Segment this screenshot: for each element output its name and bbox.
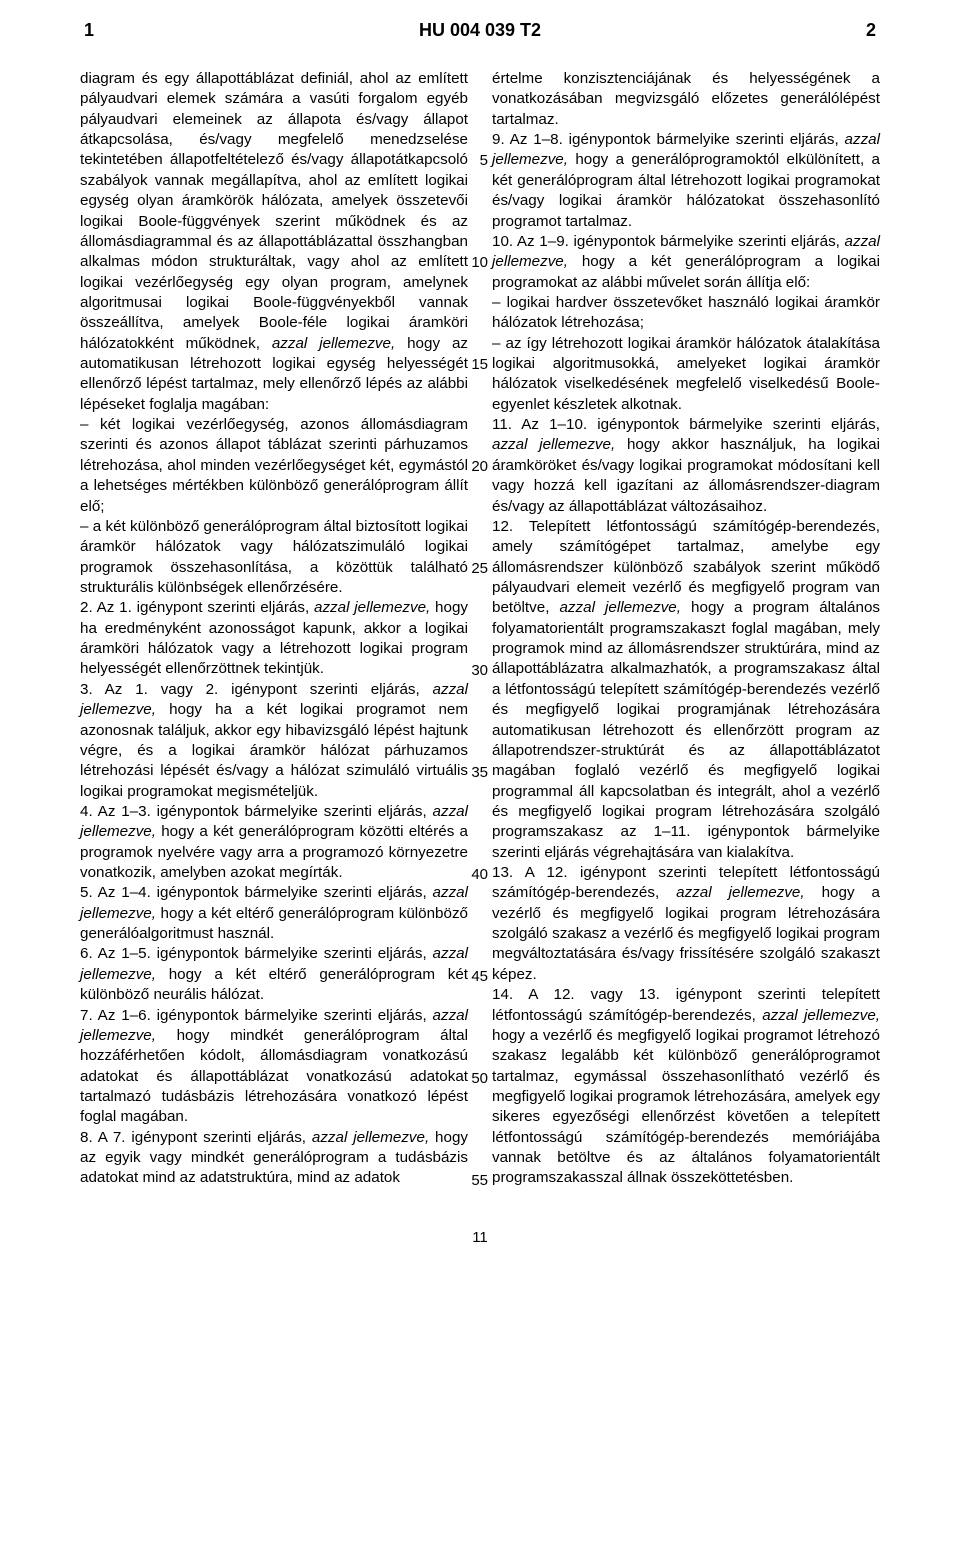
line-number: 40: [471, 865, 488, 885]
line-number: 25: [471, 559, 488, 579]
line-number: 50: [471, 1069, 488, 1089]
header-right-number: 2: [866, 20, 876, 41]
line-number: 55: [471, 1171, 488, 1191]
page-number-footer: 11: [80, 1229, 880, 1246]
line-number: 10: [471, 253, 488, 273]
line-number: 35: [471, 763, 488, 783]
left-column: diagram és egy állapottáblázat definiál,…: [80, 69, 468, 1189]
left-column-text: diagram és egy állapottáblázat definiál,…: [80, 69, 468, 1189]
line-number: 15: [471, 355, 488, 375]
line-number: 5: [480, 151, 488, 171]
line-number: 45: [471, 967, 488, 987]
header-left-number: 1: [84, 20, 94, 41]
right-column-text: értelme konzisztenciájának és helyességé…: [492, 69, 880, 1189]
line-number: 30: [471, 661, 488, 681]
line-number: 20: [471, 457, 488, 477]
page-header: 1 HU 004 039 T2 2: [80, 20, 880, 41]
document-page: 1 HU 004 039 T2 2 diagram és egy állapot…: [0, 20, 960, 1246]
header-doc-id: HU 004 039 T2: [94, 20, 866, 41]
two-column-layout: diagram és egy állapottáblázat definiál,…: [80, 69, 880, 1189]
right-column: 510152025303540455055 értelme konziszten…: [492, 69, 880, 1189]
